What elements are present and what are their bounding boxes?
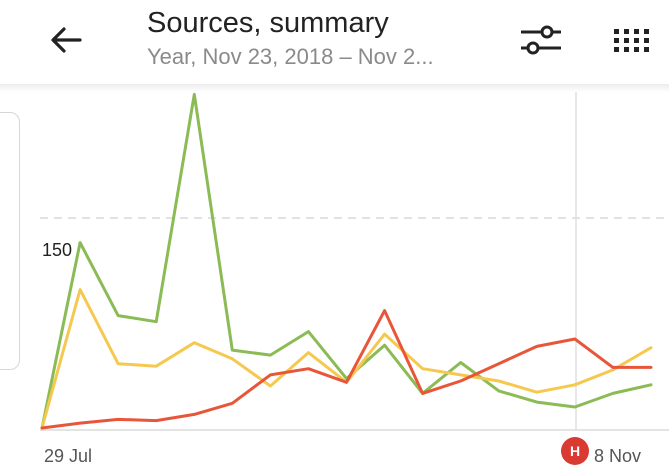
series-line-3 [40,309,653,430]
header-shadow [0,84,669,92]
series-line-1 [40,92,653,430]
x-tick-label-end: 8 Nov [594,446,642,466]
side-panel-handle[interactable] [0,112,20,370]
grid-dots-icon [614,29,649,52]
filter-button[interactable] [512,16,570,64]
more-menu-button[interactable] [604,16,656,64]
date-range-subtitle[interactable]: Year, Nov 23, 2018 – Nov 2... [147,44,434,69]
top-app-bar: Sources, summary Year, Nov 23, 2018 – No… [0,0,669,84]
event-marker[interactable]: H [561,437,589,465]
page-title: Sources, summary [147,7,389,39]
title-block: Sources, summary Year, Nov 23, 2018 – No… [147,4,487,72]
sliders-icon [521,25,561,55]
x-tick-label-start: 29 Jul [44,446,93,466]
y-tick-label: 150 [42,240,73,260]
arrow-left-icon [51,27,82,53]
series-line-2 [40,288,653,430]
line-chart [40,92,669,431]
back-button[interactable] [40,16,92,64]
series-layer [40,92,653,430]
